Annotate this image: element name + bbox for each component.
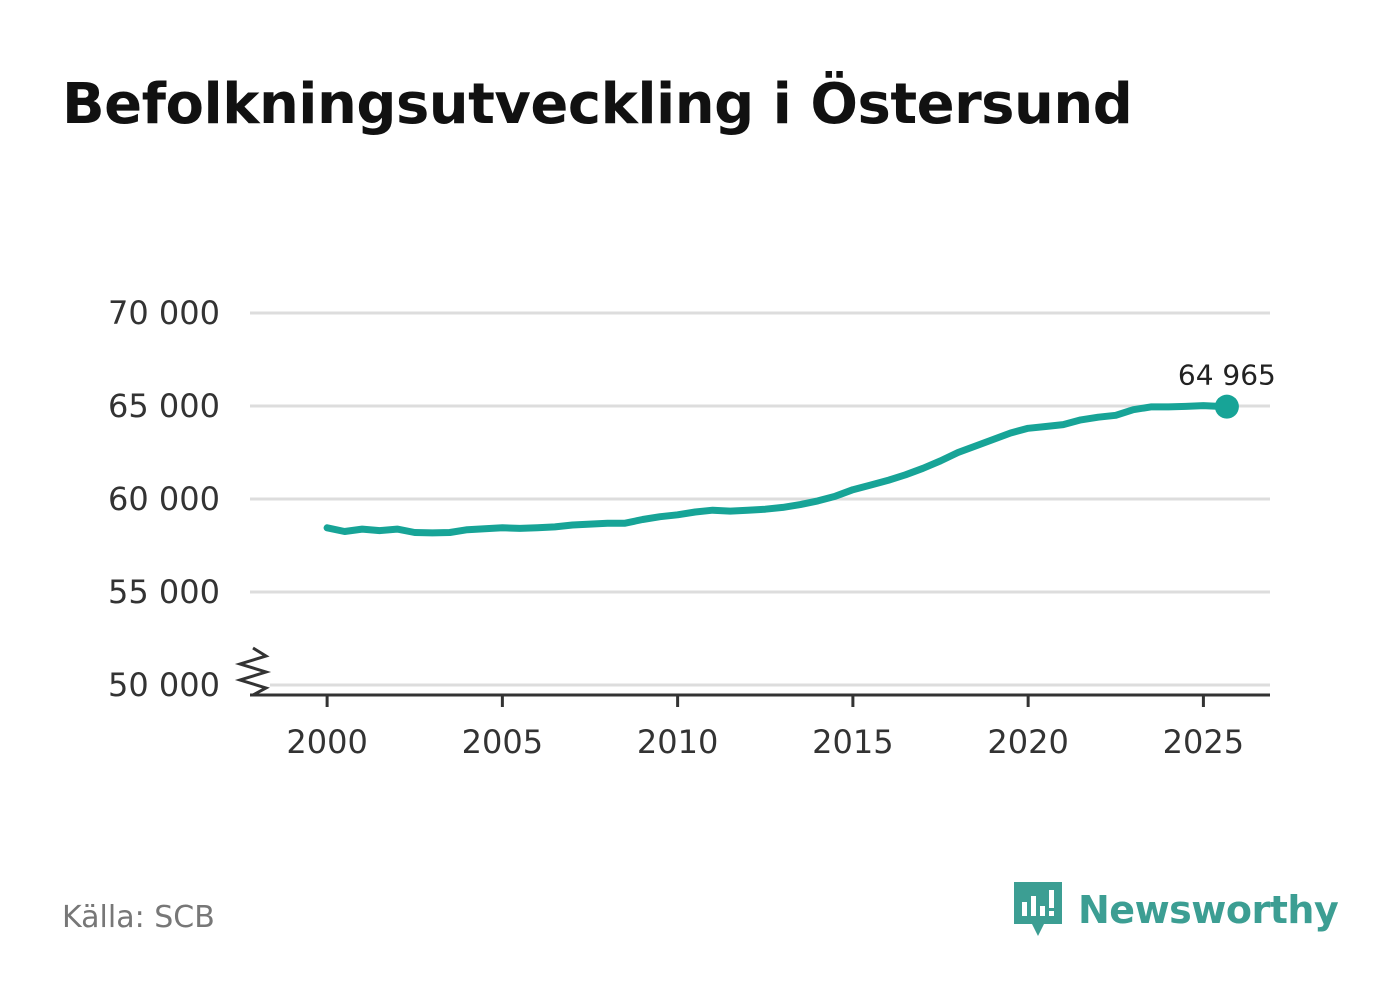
y-tick-label: 50 000 [108, 666, 220, 704]
x-tick-label: 2010 [637, 723, 718, 761]
chart-title: Befolkningsutveckling i Östersund [62, 72, 1133, 137]
x-tick-label: 2005 [462, 723, 543, 761]
y-axis-labels: 50 000 55 000 60 000 65 000 70 000 [108, 294, 220, 704]
x-tick-label: 2025 [1163, 723, 1244, 761]
y-tick-label: 70 000 [108, 294, 220, 332]
series-line-folkmangd [323, 402, 1231, 537]
brand-logo: Newsworthy [1012, 880, 1339, 940]
grid-lines [250, 311, 1270, 687]
x-axis-labels: 2000 2005 2010 2015 2020 2025 [286, 723, 1244, 761]
y-tick-label: 60 000 [108, 480, 220, 518]
source-note: Källa: SCB [62, 900, 215, 935]
y-tick-label: 65 000 [108, 387, 220, 425]
x-tick-label: 2000 [286, 723, 367, 761]
newsworthy-icon [1014, 882, 1062, 936]
axis-break-icon [234, 646, 272, 697]
last-point-label: 64 965 [1178, 359, 1276, 392]
y-tick-label: 55 000 [108, 573, 220, 611]
x-tick-label: 2020 [987, 723, 1068, 761]
last-point-marker [1214, 394, 1239, 419]
x-axis [250, 693, 1270, 707]
x-tick-label: 2015 [812, 723, 893, 761]
brand-name: Newsworthy [1078, 888, 1339, 932]
